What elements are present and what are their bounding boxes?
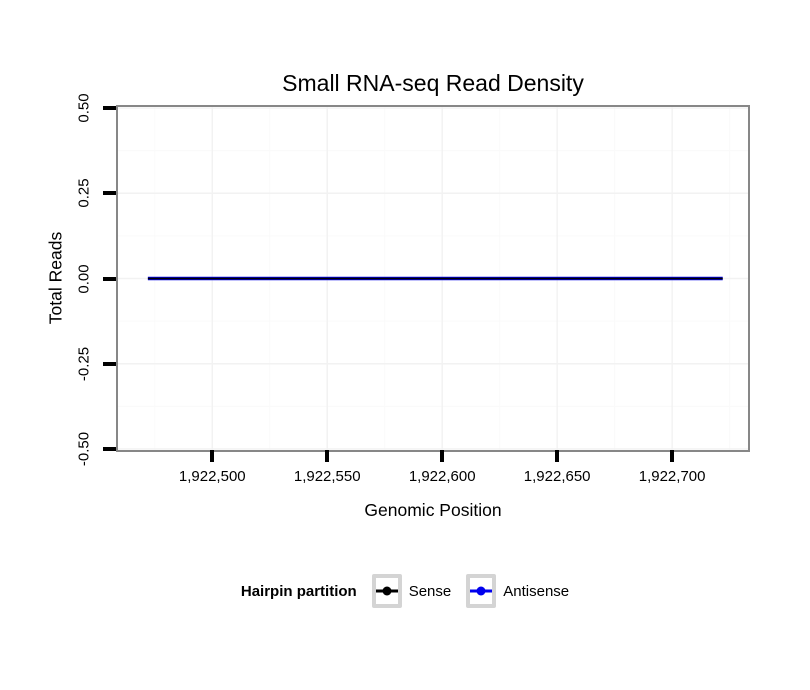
legend-key-antisense-icon [466, 574, 497, 608]
legend-label-sense: Sense [408, 582, 452, 600]
x-axis-tick-label: 1,922,700 [638, 468, 706, 485]
x-axis-tick-label: 1,922,500 [178, 468, 246, 485]
y-axis-title: Total Reads [45, 231, 66, 325]
x-axis-tick [210, 450, 215, 462]
x-axis-tick [440, 450, 445, 462]
legend-title: Hairpin partition [240, 582, 357, 600]
x-axis-title: Genomic Position [364, 500, 502, 520]
x-axis-tick [670, 450, 675, 462]
x-axis-tick [325, 450, 330, 462]
chart-title: Small RNA-seq Read Density [282, 70, 584, 96]
y-axis-tick-label: 0.00 [75, 263, 93, 294]
y-axis-tick-label: 0.50 [75, 93, 93, 123]
y-axis-tick-label: 0.25 [75, 178, 93, 208]
legend-entry-sense: Sense [371, 574, 452, 608]
plot-area [118, 107, 748, 450]
x-axis-tick-label: 1,922,550 [293, 468, 361, 485]
plot-panel [118, 107, 748, 450]
legend-key-dot [476, 586, 486, 596]
y-axis-tick [103, 276, 116, 281]
legend-key-dot [382, 586, 392, 596]
y-axis-tick [103, 106, 116, 111]
y-axis-tick [103, 191, 116, 196]
x-axis-tick [555, 450, 560, 462]
x-axis-tick-label: 1,922,650 [523, 468, 591, 485]
legend-label-antisense: Antisense [503, 582, 570, 600]
x-axis-tick-label: 1,922,600 [408, 468, 476, 485]
y-axis-tick-label: -0.50 [75, 431, 93, 467]
legend-entry-antisense: Antisense [466, 574, 569, 608]
y-axis-tick [103, 446, 116, 451]
y-axis-tick-label: -0.25 [75, 346, 93, 381]
legend-key-sense-icon [371, 574, 402, 608]
legend: Hairpin partition Sense Antisense [0, 574, 810, 608]
y-axis-tick [103, 361, 116, 366]
